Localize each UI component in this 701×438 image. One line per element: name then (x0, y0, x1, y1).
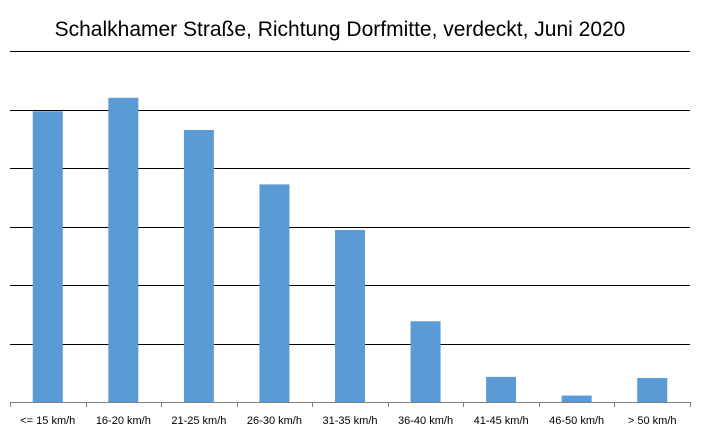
bar (486, 376, 517, 402)
x-tick-labels: <= 15 km/h 16-20 km/h 21-25 km/h 26-30 km/h… (20, 415, 676, 427)
x-tick-label: 36-40 km/h (398, 415, 453, 427)
x-tick-label: 21-25 km/h (171, 415, 226, 427)
x-tick-label: 41-45 km/h (474, 415, 529, 427)
bar (637, 378, 668, 402)
x-tick-label: <= 15 km/h (20, 415, 75, 427)
bar (108, 97, 139, 403)
x-tick-label: 46-50 km/h (549, 415, 604, 427)
bar (183, 129, 214, 402)
bar (561, 395, 592, 402)
chart-title: Schalkhamer Straße, Richtung Dorfmitte, … (55, 18, 626, 41)
x-tick-label: 31-35 km/h (322, 415, 377, 427)
x-tick-label: 26-30 km/h (247, 415, 302, 427)
bars (32, 97, 668, 403)
bar (259, 184, 290, 402)
x-tick-marks (10, 402, 691, 407)
x-tick-label: > 50 km/h (628, 415, 677, 427)
bar (410, 321, 441, 402)
bar (335, 230, 365, 402)
x-tick-label: 16-20 km/h (96, 415, 151, 427)
bar (32, 111, 63, 402)
